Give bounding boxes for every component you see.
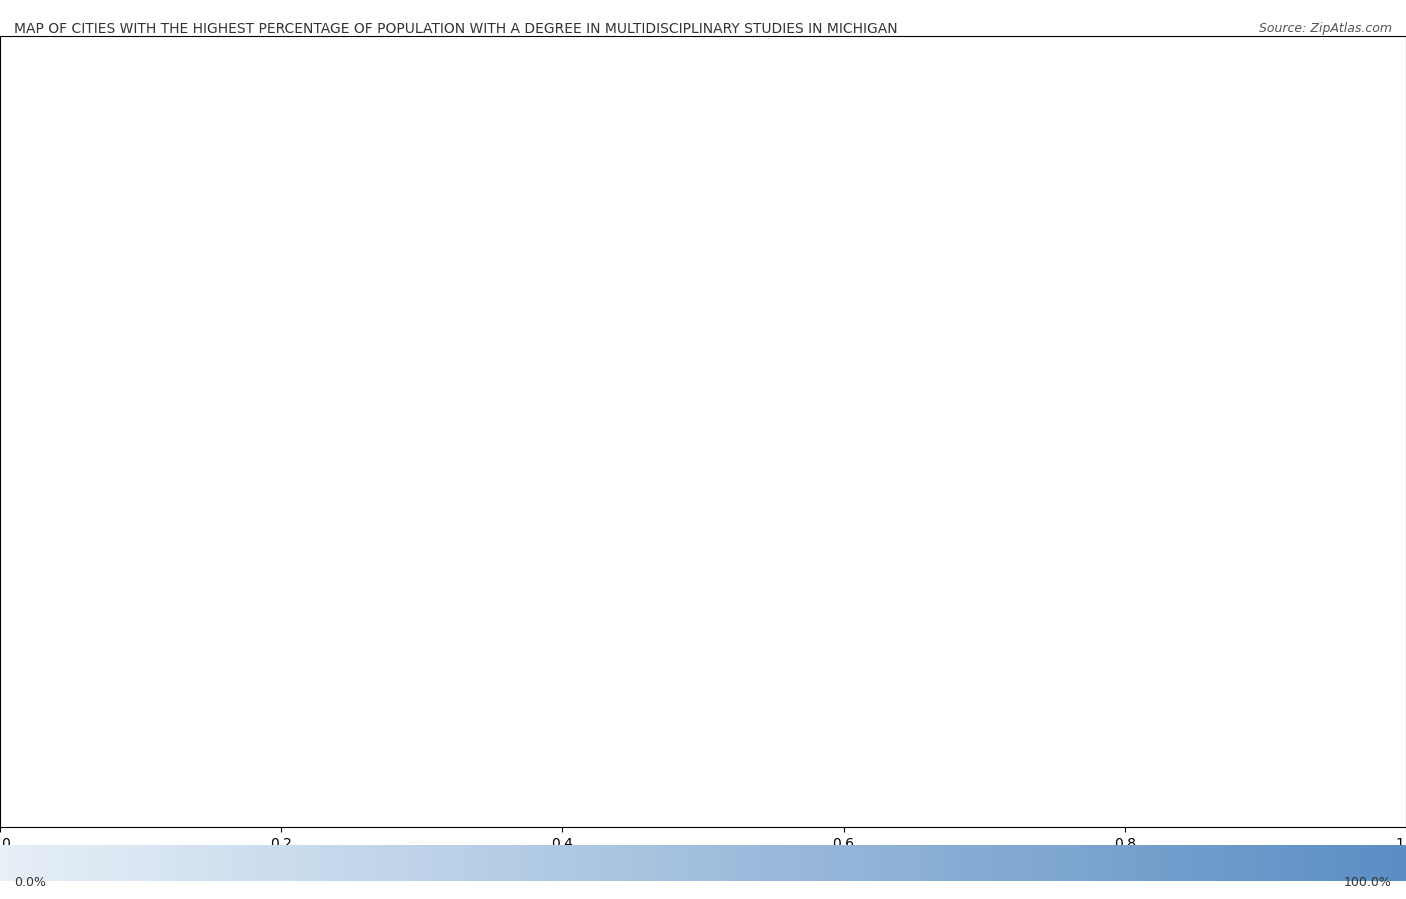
Text: Source: ZipAtlas.com: Source: ZipAtlas.com — [1258, 22, 1392, 35]
Text: 100.0%: 100.0% — [1344, 877, 1392, 889]
Text: 0.0%: 0.0% — [14, 877, 46, 889]
Text: MAP OF CITIES WITH THE HIGHEST PERCENTAGE OF POPULATION WITH A DEGREE IN MULTIDI: MAP OF CITIES WITH THE HIGHEST PERCENTAG… — [14, 22, 897, 37]
